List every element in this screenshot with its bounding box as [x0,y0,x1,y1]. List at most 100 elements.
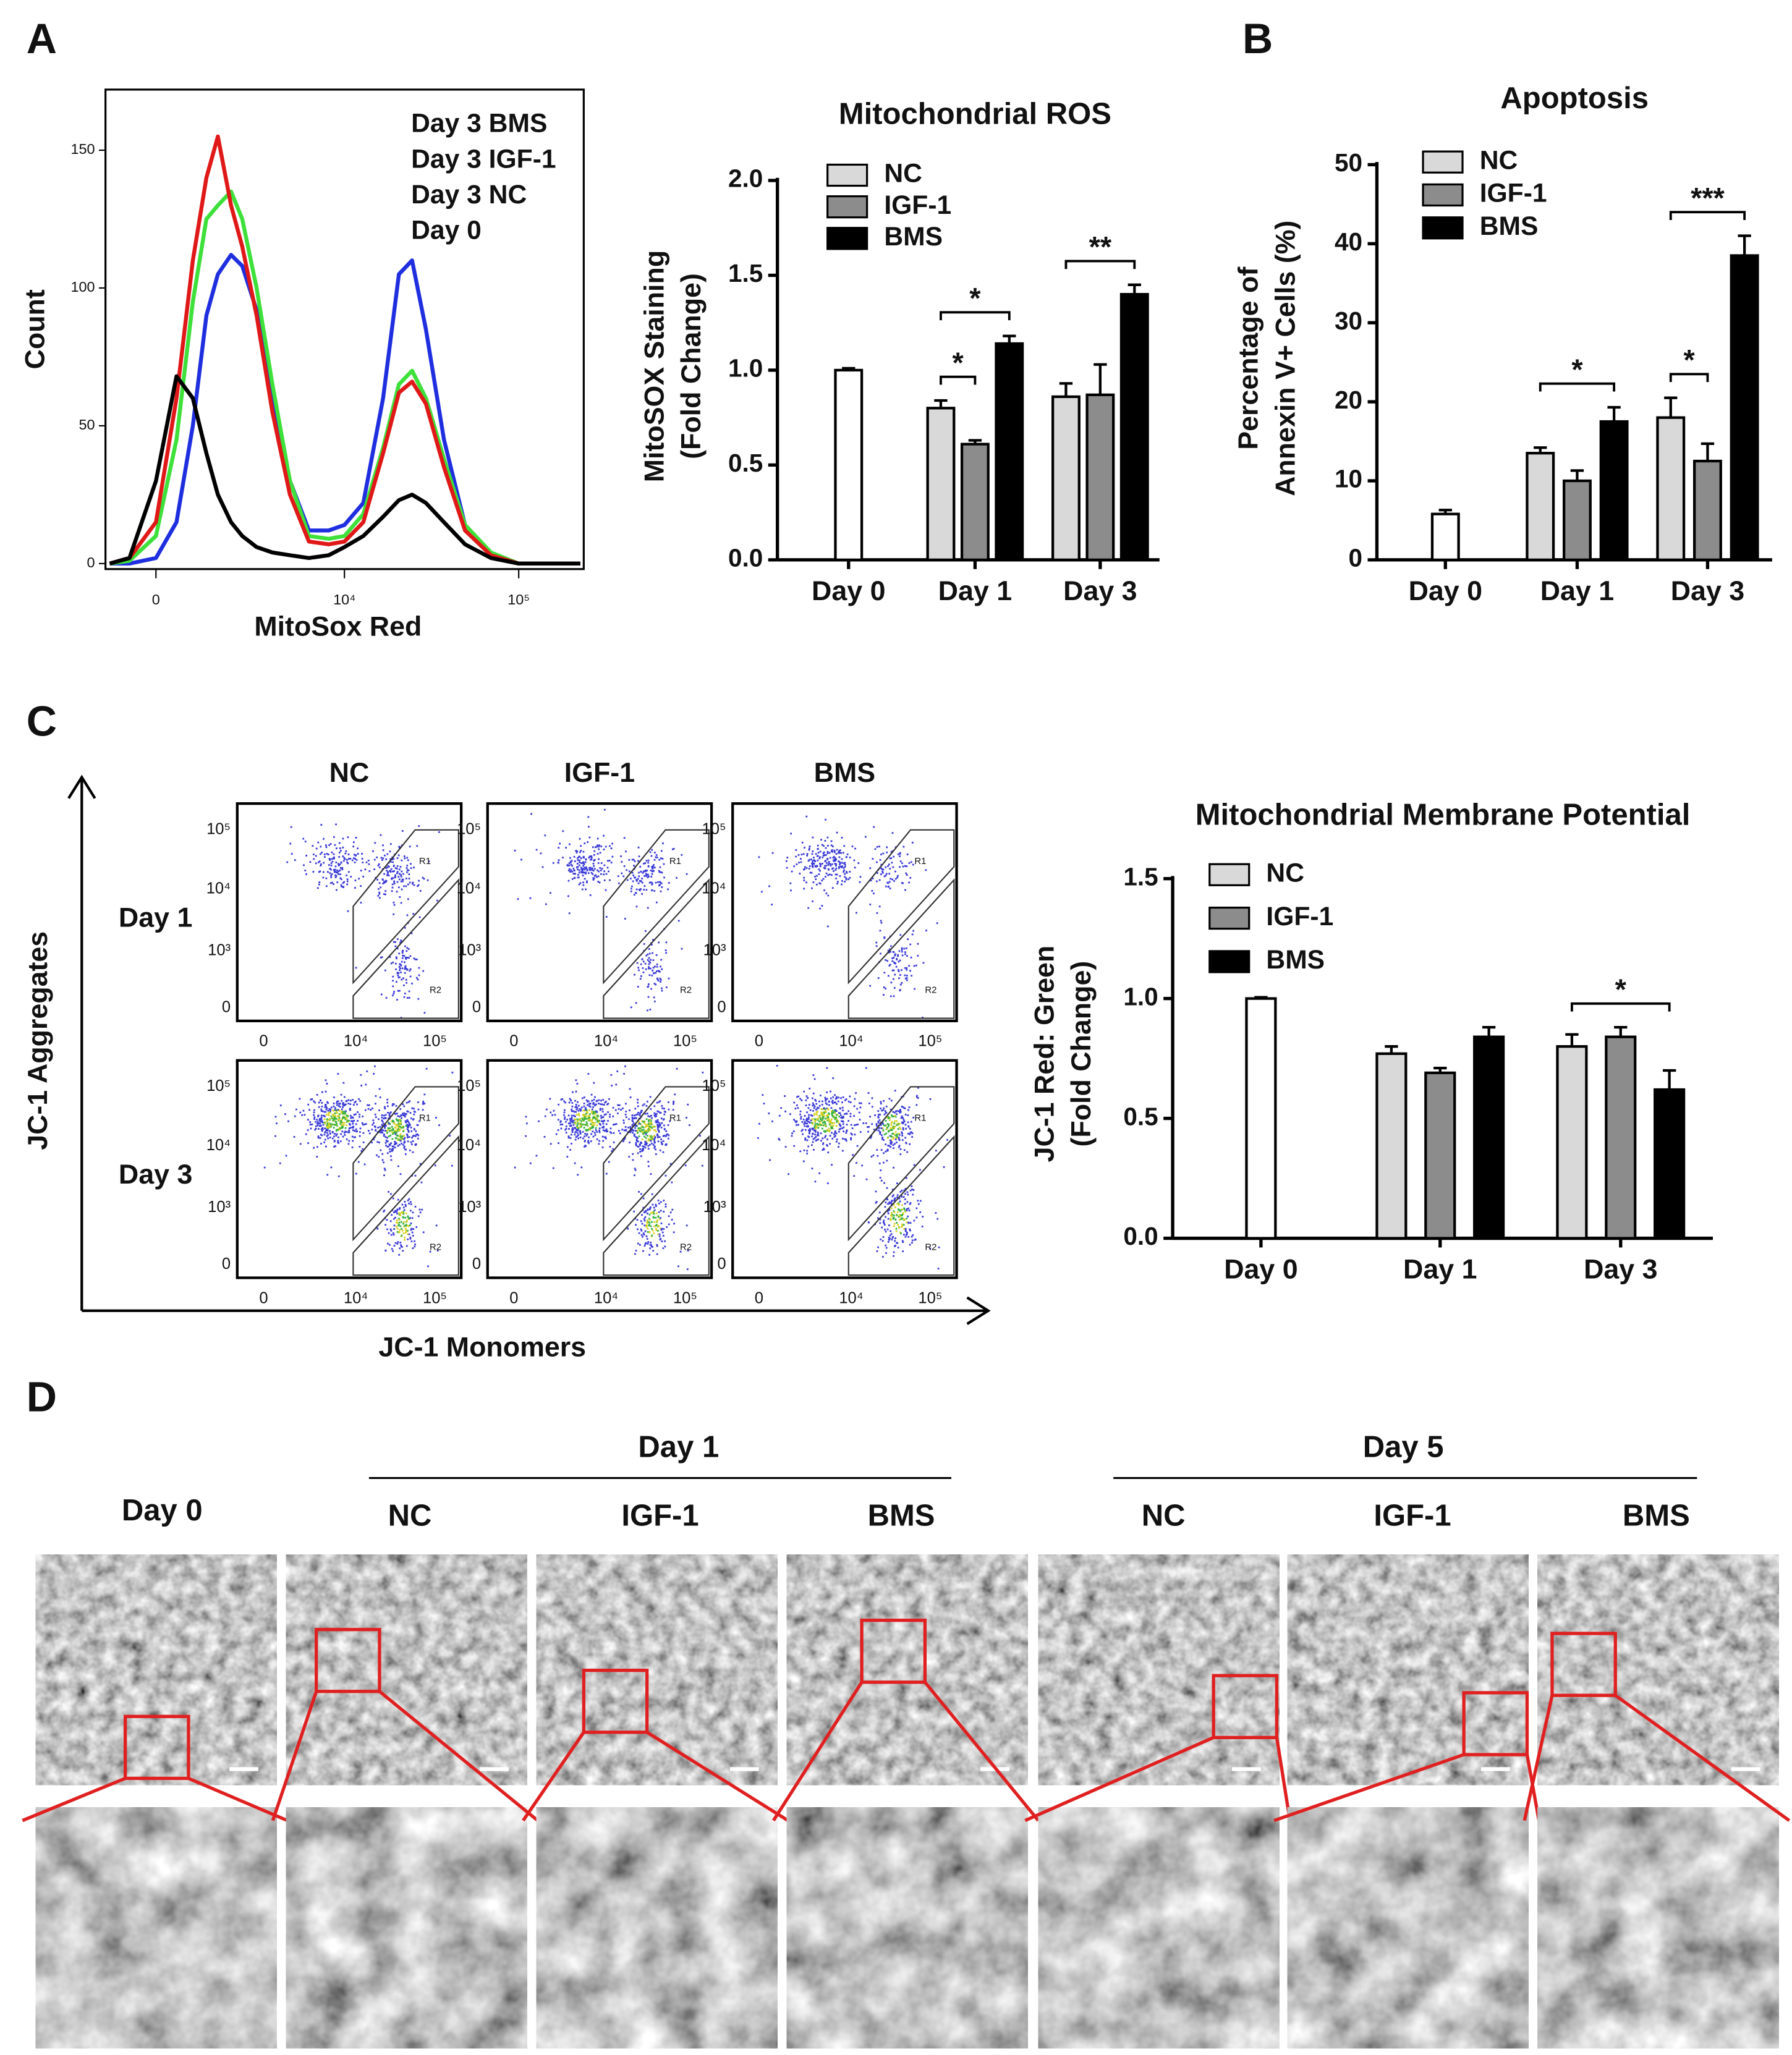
cell-dot [644,870,647,873]
cell-dot [654,1137,656,1139]
cell-dot [561,1123,564,1125]
gate-label: R2 [430,1242,441,1252]
cell-dot [891,960,894,962]
cell-dot [811,1135,813,1138]
cell-dot [651,882,653,884]
cell-dot [329,1132,331,1135]
cell-dot [384,1224,387,1226]
cell-dot [274,1116,277,1118]
cell-dot [821,879,823,882]
cell-dot [776,1064,778,1067]
cell-dot [904,953,906,955]
cell-dot [596,1121,598,1123]
cell-dot [374,842,376,844]
cell-dot [642,1149,644,1151]
cell-dot [566,1156,569,1158]
cell-dot [812,900,813,902]
cell-dot [643,1145,645,1148]
cell-dot [889,857,891,860]
cell-dot [584,878,586,880]
cell-dot [889,1139,891,1142]
cell-dot [907,1114,909,1116]
cell-dot [831,1101,833,1103]
cell-dot [396,1129,398,1132]
cell-dot [647,1009,648,1012]
cell-dot [409,1100,411,1103]
cell-dot [346,883,349,886]
cell-dot [391,1119,394,1122]
cell-dot [612,1106,614,1109]
cell-dot [655,1216,657,1219]
x-tick-label: Day 3 [1063,575,1137,606]
cell-dot [401,967,404,970]
cell-dot [436,1250,439,1252]
cell-dot [597,844,599,847]
cell-dot [906,854,909,855]
cell-dot [335,861,338,863]
cell-dot [336,1122,338,1125]
cell-dot [342,860,345,862]
cell-dot [883,1161,885,1164]
cell-dot [398,1138,400,1141]
cell-dot [398,1218,400,1220]
cell-dot [579,851,581,854]
cell-dot [650,1114,652,1117]
cell-dot [626,879,629,881]
cell-dot [409,1224,411,1226]
cell-dot [893,957,895,959]
cell-dot [580,1124,583,1126]
cell-dot [674,1093,676,1096]
cell-dot [333,1119,334,1122]
cell-dot [334,1109,336,1111]
cell-dot [634,973,635,976]
cell-dot [831,1112,833,1114]
cell-dot [577,866,579,868]
cell-dot [589,1106,592,1108]
cell-dot [394,962,397,965]
cell-dot [609,1127,612,1130]
cell-dot [353,841,355,843]
cell-dot [647,1139,650,1142]
cell-dot [390,1130,392,1132]
cell-dot [405,958,407,960]
cell-dot [329,872,331,874]
cell-dot [851,1133,853,1136]
cell-dot [894,1198,896,1200]
y-tick-label: 10⁵ [702,821,726,838]
legend-entry: IGF-1 [1480,179,1547,208]
cell-dot [943,1166,945,1168]
cell-dot [587,1112,588,1114]
cell-dot [648,974,651,977]
cell-dot [822,852,825,855]
cell-dot [599,866,601,869]
cell-dot [907,1215,909,1218]
cell-dot [620,1109,622,1111]
cell-dot [889,1234,891,1237]
cell-dot [912,863,914,866]
cell-dot [580,1108,582,1111]
cell-dot [321,1134,323,1137]
cell-dot [558,847,560,849]
error-bar [1701,442,1715,461]
bar [960,443,990,561]
cell-dot [823,866,825,869]
cell-dot [878,1122,880,1124]
cell-dot [881,1127,884,1129]
cell-dot [585,1112,587,1115]
cell-dot [888,1117,890,1119]
cell-dot [593,1112,595,1115]
cell-dot [643,1211,645,1214]
cell-dot [336,889,338,891]
cell-dot [653,1105,656,1108]
cell-dot [828,1127,830,1130]
x-tick-label: 10⁵ [423,1289,447,1307]
x-tick-label: 0 [509,1033,518,1050]
cell-dot [352,1140,354,1142]
cell-dot [584,872,587,875]
cell-dot [329,1130,331,1132]
cell-dot [403,885,405,888]
cell-dot [388,1244,391,1246]
cell-dot [657,1136,659,1138]
cell-dot [387,1127,389,1129]
cell-dot [900,1209,902,1211]
